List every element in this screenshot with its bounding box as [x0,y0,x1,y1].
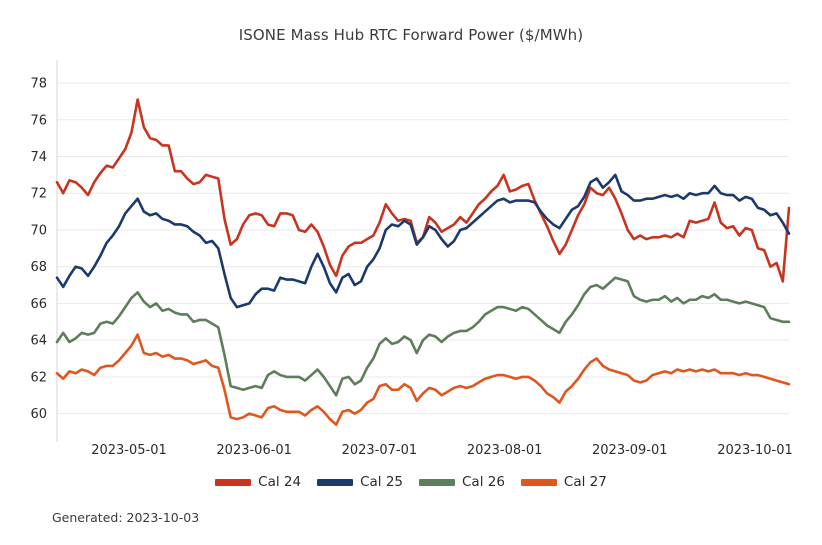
x-axis-tick-labels: 2023-05-01 2023-06-01 2023-07-01 2023-08-01… [91,443,793,458]
legend-item-cal-24[interactable]: Cal 24 [215,474,301,490]
y-tick-label: 66 [30,297,47,312]
legend-swatch-icon [520,478,557,486]
series-line-cal-26 [55,276,791,397]
legend-swatch-icon [419,478,455,486]
page-title: ISONE Mass Hub RTC Forward Power ($/MWh) [238,26,584,44]
legend-item-cal-27[interactable]: Cal 27 [520,474,607,490]
y-tick-label: 64 [30,334,47,349]
legend-item-cal-25[interactable]: Cal 25 [317,474,403,490]
plot-area: 60 62 64 66 68 70 72 74 76 78 2023-05-01 2023-06-0… [30,60,793,458]
x-tick-label: 2023-05-01 [91,443,167,458]
legend-swatch-icon [215,478,252,486]
legend-item-label: Cal 27 [563,474,607,490]
x-tick-label: 2023-09-01 [592,443,668,458]
generated-timestamp: Generated: 2023-10-03 [52,510,200,525]
y-tick-label: 62 [30,370,47,385]
x-tick-label: 2023-06-01 [216,443,292,458]
legend-item-label: Cal 25 [360,474,403,490]
y-tick-label: 68 [30,260,47,275]
series-line-cal-25 [55,173,791,309]
x-tick-label: 2023-10-01 [717,443,793,458]
legend-item-label: Cal 24 [258,474,302,490]
y-tick-label: 72 [30,187,47,202]
series-line-cal-27 [55,333,791,426]
gridlines [56,60,789,442]
y-tick-label: 78 [30,77,47,92]
y-tick-label: 74 [30,150,47,165]
series-line-cal-24 [55,98,791,283]
y-tick-label: 70 [30,223,47,238]
legend-item-label: Cal 26 [462,474,505,490]
y-tick-label: 76 [30,113,47,128]
legend-swatch-icon [317,478,354,486]
x-tick-label: 2023-07-01 [342,443,418,458]
y-axis-tick-labels: 60 62 64 66 68 70 72 74 76 78 [30,77,47,423]
series-lines [55,98,791,426]
chart-legend: Cal 24 Cal 25 Cal 26 Cal 27 [0,474,822,490]
x-tick-label: 2023-08-01 [467,443,543,458]
legend-item-cal-26[interactable]: Cal 26 [419,474,505,490]
y-tick-label: 60 [30,407,47,422]
